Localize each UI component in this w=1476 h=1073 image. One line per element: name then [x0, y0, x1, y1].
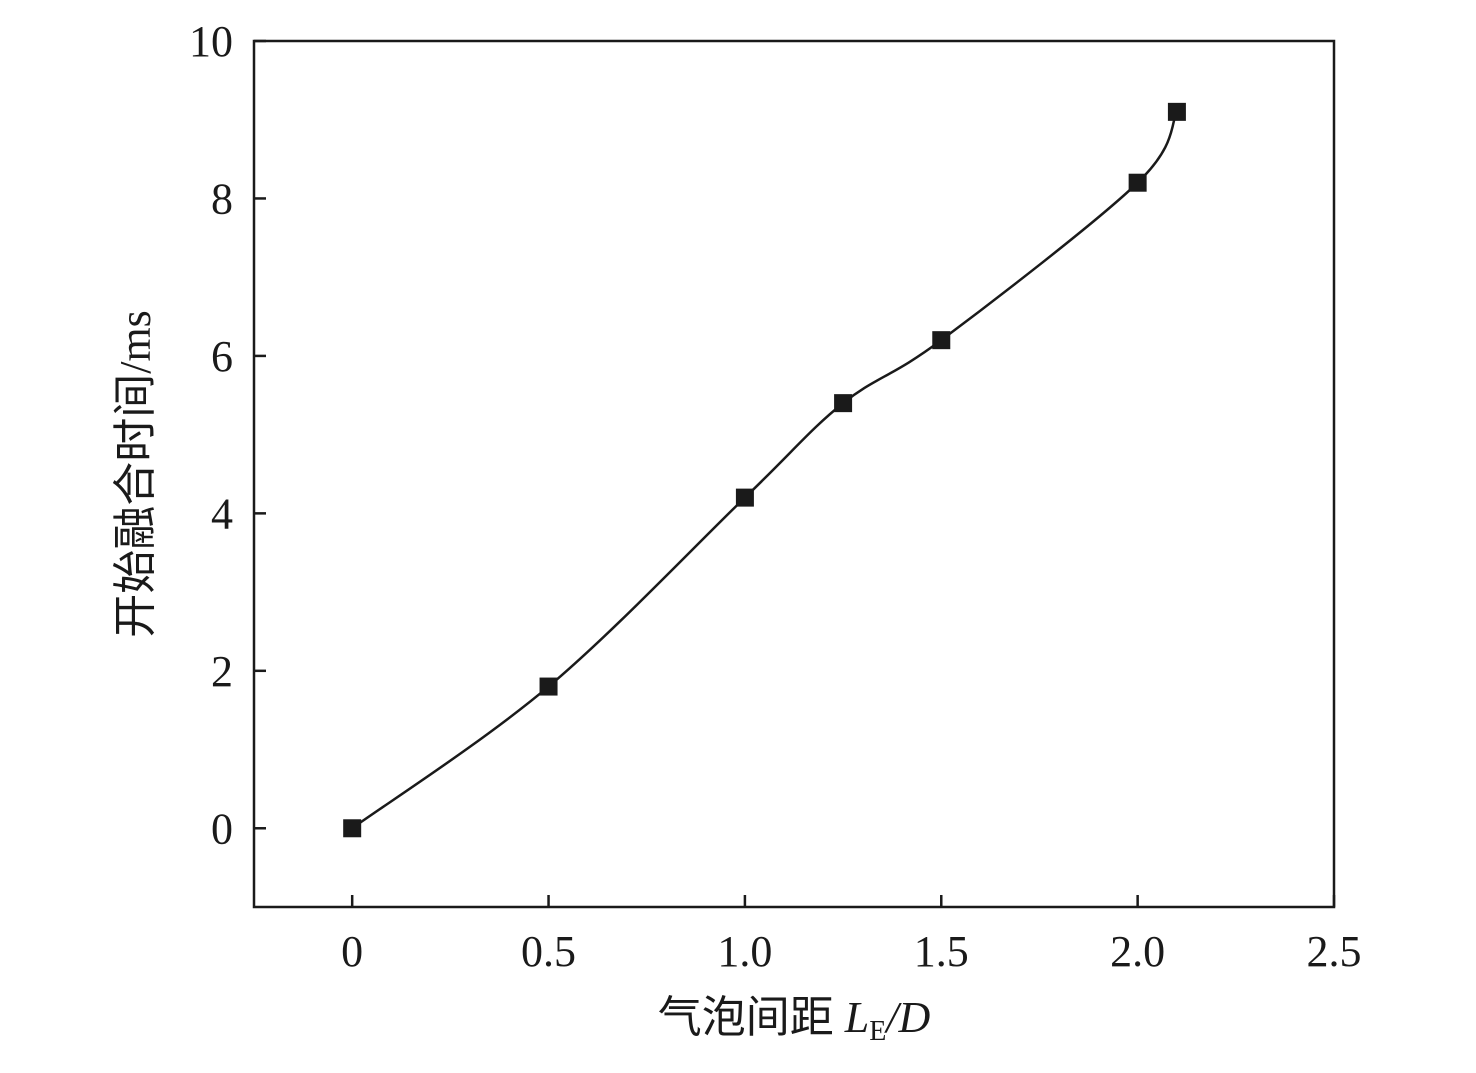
y-tick-label: 4 — [211, 489, 233, 538]
y-tick-label: 6 — [211, 332, 233, 381]
series-line — [351, 111, 1179, 830]
x-axis-title-subscript: E — [869, 1016, 886, 1047]
x-tick-label: 1.0 — [717, 927, 772, 976]
plot-frame — [252, 39, 1336, 909]
x-tick-label: 0.5 — [521, 927, 576, 976]
x-axis-title-suffix: /D — [883, 993, 930, 1042]
x-tick-label: 0 — [341, 927, 363, 976]
data-point-marker — [1128, 173, 1147, 192]
data-point-marker — [932, 331, 951, 350]
y-axis-title: 开始融合时间/ms — [111, 310, 160, 638]
y-tick-label: 10 — [189, 17, 233, 66]
data-point-marker — [539, 677, 558, 696]
data-point-marker — [834, 394, 853, 413]
y-tick-label: 2 — [211, 647, 233, 696]
y-axis-ticks: 0 2 4 6 8 10 — [189, 17, 266, 853]
y-tick-label: 0 — [211, 804, 233, 853]
y-tick-label: 8 — [211, 174, 233, 223]
data-point-marker — [343, 819, 362, 838]
x-axis-ticks: 0 0.5 1.0 1.5 2.0 2.5 — [341, 895, 1362, 976]
data-point-marker — [735, 488, 754, 507]
series-group — [343, 102, 1186, 838]
x-axis-title: 气泡间距 LE/D — [658, 993, 931, 1047]
x-tick-label: 2.0 — [1110, 927, 1165, 976]
x-tick-label: 1.5 — [914, 927, 969, 976]
x-axis-title-prefix: 气泡间距 — [658, 993, 845, 1042]
x-axis-title-variable: L — [844, 993, 869, 1042]
data-point-marker — [1167, 102, 1186, 121]
x-tick-label: 2.5 — [1307, 927, 1362, 976]
